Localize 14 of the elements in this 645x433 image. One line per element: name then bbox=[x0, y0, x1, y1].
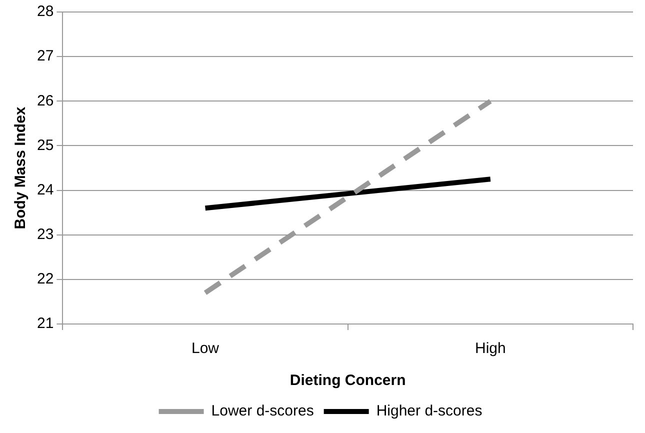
y-tick-label: 21 bbox=[36, 315, 54, 332]
x-axis-title: Dieting Concern bbox=[290, 372, 406, 390]
y-tick-label: 22 bbox=[36, 270, 54, 288]
y-tick-label: 27 bbox=[36, 48, 54, 65]
y-tick-label: 25 bbox=[36, 136, 54, 154]
legend-label: Higher d-scores bbox=[376, 402, 482, 420]
y-axis-title: Body Mass Index bbox=[12, 106, 30, 230]
legend-label: Lower d-scores bbox=[211, 402, 314, 420]
y-tick-label: 26 bbox=[36, 92, 54, 110]
y-tick-label: 24 bbox=[36, 181, 54, 198]
x-tick-label: High bbox=[474, 340, 506, 358]
x-tick-label: Low bbox=[192, 340, 220, 358]
y-tick-label: 23 bbox=[36, 226, 54, 243]
y-tick-label: 28 bbox=[36, 3, 54, 20]
